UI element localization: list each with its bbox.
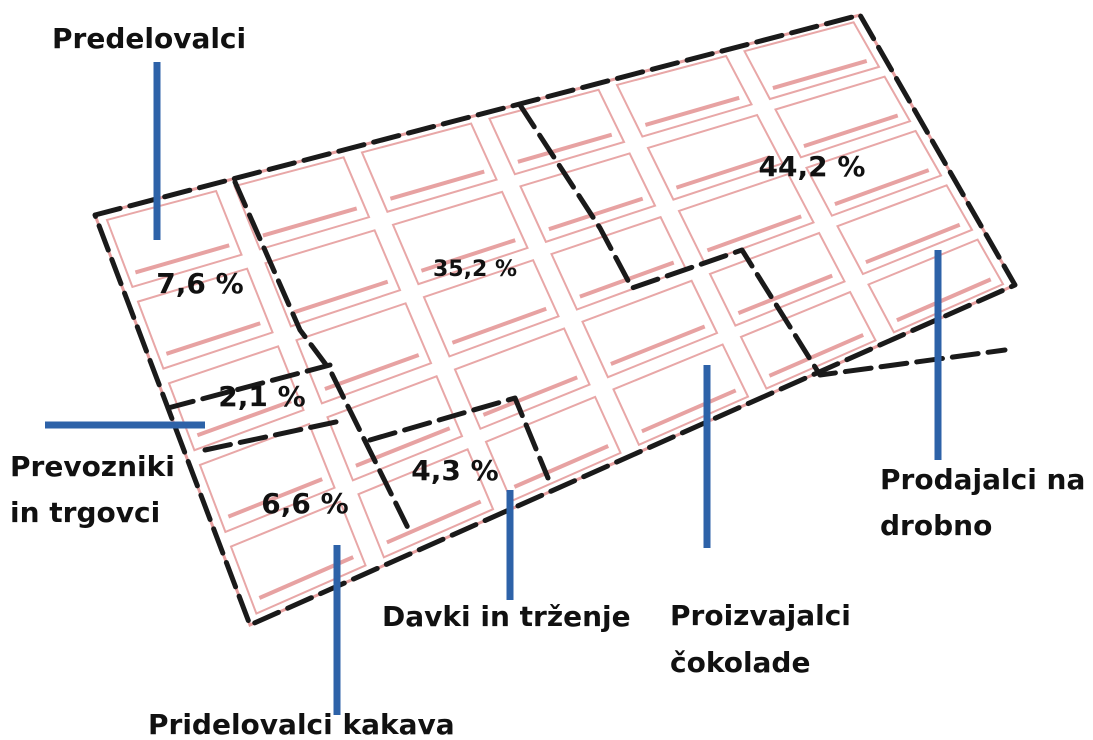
piece-shade	[451, 306, 547, 345]
bar-piece	[105, 189, 243, 289]
piece-shade	[675, 155, 771, 190]
piece-shade	[834, 168, 930, 207]
bar-piece	[229, 500, 367, 615]
region-share: 35,2 %	[433, 257, 517, 282]
bar-piece	[360, 122, 498, 213]
border	[517, 102, 1008, 378]
border	[202, 417, 348, 453]
piece-shade	[513, 444, 610, 489]
bar-piece	[836, 184, 974, 276]
piece-shade	[768, 333, 865, 378]
bar-piece	[615, 54, 753, 138]
region-borders	[92, 12, 1018, 628]
bar-piece	[677, 172, 815, 264]
bar-piece	[488, 88, 626, 176]
bar-piece	[198, 422, 336, 534]
piece-shade	[644, 95, 740, 127]
piece-shade	[482, 375, 578, 417]
leader-lines	[45, 62, 942, 715]
bar-piece	[646, 113, 784, 201]
bar-piece	[708, 231, 846, 327]
bar-piece	[484, 395, 622, 503]
region-label: čokolade	[670, 646, 810, 679]
bar-piece	[422, 258, 560, 358]
piece-shade	[610, 324, 706, 366]
border	[165, 362, 333, 411]
region-label: Predelovalci	[52, 22, 246, 55]
bar-piece	[326, 375, 464, 482]
bar-body	[93, 13, 1018, 628]
chocolate-bar	[93, 13, 1018, 628]
piece-shade	[420, 238, 516, 273]
bar-piece	[136, 267, 274, 370]
outer-border	[92, 12, 1018, 628]
bar-piece	[264, 229, 402, 328]
region-share: 7,6 %	[156, 267, 243, 300]
region-label: Pridelovalci kakava	[148, 708, 455, 740]
piece-shade	[896, 277, 992, 323]
piece-shade	[134, 243, 230, 275]
region-share: 44,2 %	[759, 150, 866, 183]
bar-piece	[295, 302, 433, 405]
piece-shade	[772, 58, 868, 90]
region-share: 4,3 %	[411, 454, 498, 487]
labels: Predelovalci 7,6 % Prevozniki in trgovci…	[10, 22, 1085, 740]
bar-piece	[357, 448, 495, 559]
piece-shade	[737, 273, 833, 315]
piece-shade	[803, 113, 899, 149]
region-label: Davki in trženje	[382, 600, 631, 633]
bar-piece	[739, 290, 877, 390]
piece-shade	[165, 321, 261, 356]
piece-shade	[293, 279, 389, 315]
bar-piece	[612, 343, 750, 447]
region-label: Proizvajalci	[670, 599, 851, 632]
bar-piece	[391, 190, 529, 286]
piece-shade	[865, 222, 961, 265]
piece-shade	[641, 388, 737, 434]
piece-shade	[389, 169, 485, 201]
piece-shade	[548, 196, 644, 232]
border	[367, 395, 551, 481]
bar-piece	[519, 152, 657, 244]
piece-shade	[386, 499, 482, 545]
region-share: 6,6 %	[261, 487, 348, 520]
region-label: Prevozniki	[10, 450, 175, 483]
region-label: in trgovci	[10, 496, 160, 529]
piece-shade	[196, 399, 292, 438]
piece-shade	[706, 214, 802, 253]
bar-piece	[233, 156, 371, 251]
border	[232, 179, 413, 535]
region-share: 2,1 %	[218, 380, 305, 413]
piece-shade	[262, 206, 358, 238]
piece-shade	[324, 353, 420, 391]
bar-piece	[581, 279, 719, 379]
bar-piece	[742, 21, 881, 101]
piece-shade	[517, 132, 613, 164]
bar-piece	[774, 75, 912, 159]
region-label: Prodajalci na	[880, 463, 1085, 496]
piece-shade	[227, 477, 323, 519]
bar-piece	[805, 129, 943, 217]
region-label: drobno	[880, 509, 992, 542]
